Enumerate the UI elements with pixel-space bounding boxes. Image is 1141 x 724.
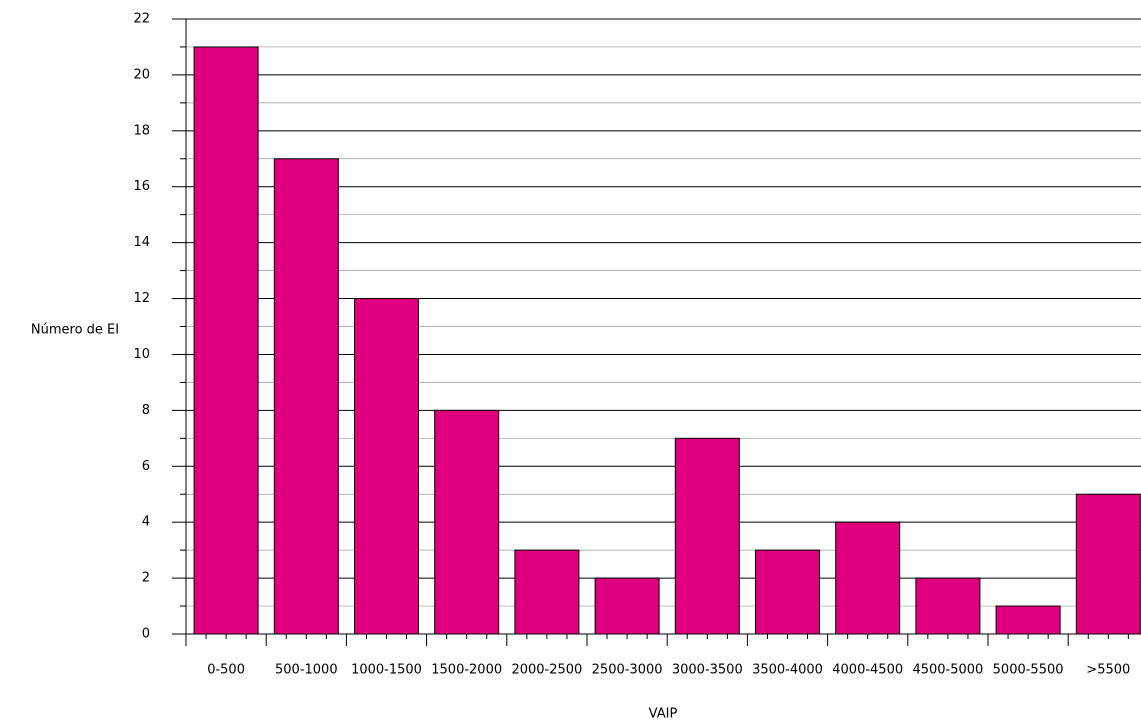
x-tick-label: 1500-2000 [431, 663, 502, 678]
y-tick-label: 0 [142, 627, 150, 642]
bar->5500 [1075, 493, 1141, 635]
x-tick-label: 2000-2500 [511, 663, 582, 678]
y-tick-labels: 0 2 4 6 8 10 12 14 16 18 20 22 [133, 12, 150, 642]
bar-2000-2500 [514, 549, 580, 635]
bar-5000-5500 [995, 605, 1061, 635]
y-tick-label: 8 [142, 403, 150, 418]
x-tick-labels: 0-500 500-1000 1000-1500 1500-2000 2000-2500… [207, 663, 1130, 678]
y-tick-label: 4 [142, 515, 150, 530]
y-tick-label: 16 [133, 179, 150, 194]
y-tick-label: 12 [133, 291, 150, 306]
x-tick-label: 0-500 [207, 663, 245, 678]
x-tick-label: 3500-4000 [752, 663, 823, 678]
x-axis-label: VAIP [649, 707, 678, 722]
bar-2500-3000 [594, 577, 660, 635]
x-tick-label: 3000-3500 [672, 663, 743, 678]
y-tick-label: 18 [133, 123, 150, 138]
x-tick-label: 4500-5000 [912, 663, 983, 678]
bar-1500-2000 [434, 409, 500, 635]
y-tick-label: 22 [133, 12, 150, 27]
x-tick-label: 1000-1500 [351, 663, 422, 678]
axes-group [172, 18, 1141, 646]
x-tick-label: 500-1000 [275, 663, 338, 678]
y-tick-label: 20 [133, 67, 150, 82]
bar-500-1000 [273, 158, 339, 635]
bar-4000-4500 [835, 521, 901, 635]
y-tick-label: 2 [142, 571, 150, 586]
x-tick-label: >5500 [1086, 663, 1130, 678]
x-tick-label: 2500-3000 [592, 663, 663, 678]
bar-4500-5000 [915, 577, 981, 635]
grid-lines [186, 18, 1141, 607]
y-tick-label: 14 [133, 235, 150, 250]
y-tick-label: 10 [133, 347, 150, 362]
bars-group [193, 46, 1141, 635]
bar-3500-4000 [755, 549, 820, 635]
x-tick-label: 4000-4500 [832, 663, 903, 678]
y-tick-label: 6 [142, 459, 150, 474]
bar-0-500 [193, 46, 259, 635]
y-axis-label: Número de EI [31, 323, 119, 338]
bar-1000-1500 [354, 298, 419, 635]
bar-3000-3500 [674, 437, 740, 635]
x-tick-label: 5000-5500 [993, 663, 1064, 678]
